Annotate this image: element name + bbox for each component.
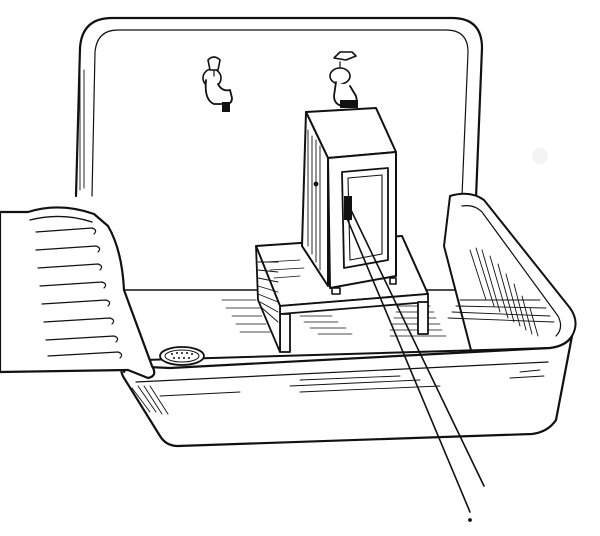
left-faucet xyxy=(202,56,233,112)
backsplash-shading xyxy=(79,59,85,191)
basin-right-shading xyxy=(447,247,555,337)
center-faucet xyxy=(329,51,358,108)
basin-front-shading xyxy=(131,369,545,415)
basin-floor-hatch xyxy=(221,299,447,337)
light-beam xyxy=(345,207,485,522)
highlight-dot xyxy=(532,148,548,164)
sink-backsplash xyxy=(74,16,484,200)
lamp-box xyxy=(301,107,397,295)
drain-strainer xyxy=(159,346,205,366)
drainboard-grooves xyxy=(35,227,123,359)
drainboard xyxy=(0,206,156,380)
